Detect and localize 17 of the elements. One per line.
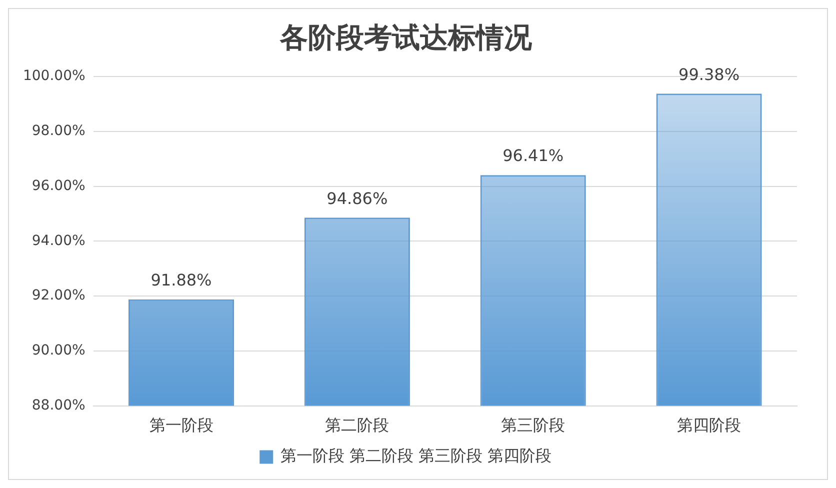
y-tick-label: 94.00%	[32, 232, 86, 249]
y-tick-label: 100.00%	[22, 68, 86, 84]
y-tick-label: 92.00%	[32, 288, 86, 304]
chart-title: 各阶段考试达标情况	[279, 23, 533, 54]
data-label: 96.41%	[502, 146, 564, 166]
data-label: 94.86%	[326, 188, 388, 208]
legend-label: 第一阶段 第二阶段 第三阶段 第四阶段	[280, 446, 552, 466]
x-tick-label: 第四阶段	[677, 416, 742, 435]
data-label: 91.88%	[150, 270, 212, 290]
y-tick-label: 98.00%	[32, 123, 86, 140]
x-tick-label: 第二阶段	[325, 416, 390, 435]
y-tick-label: 96.00%	[32, 178, 86, 194]
x-tick-label: 第三阶段	[501, 416, 566, 435]
y-tick-label: 88.00%	[32, 397, 86, 414]
y-tick-label: 90.00%	[32, 342, 86, 359]
data-label: 99.38%	[678, 64, 740, 84]
x-tick-label: 第一阶段	[149, 416, 214, 435]
